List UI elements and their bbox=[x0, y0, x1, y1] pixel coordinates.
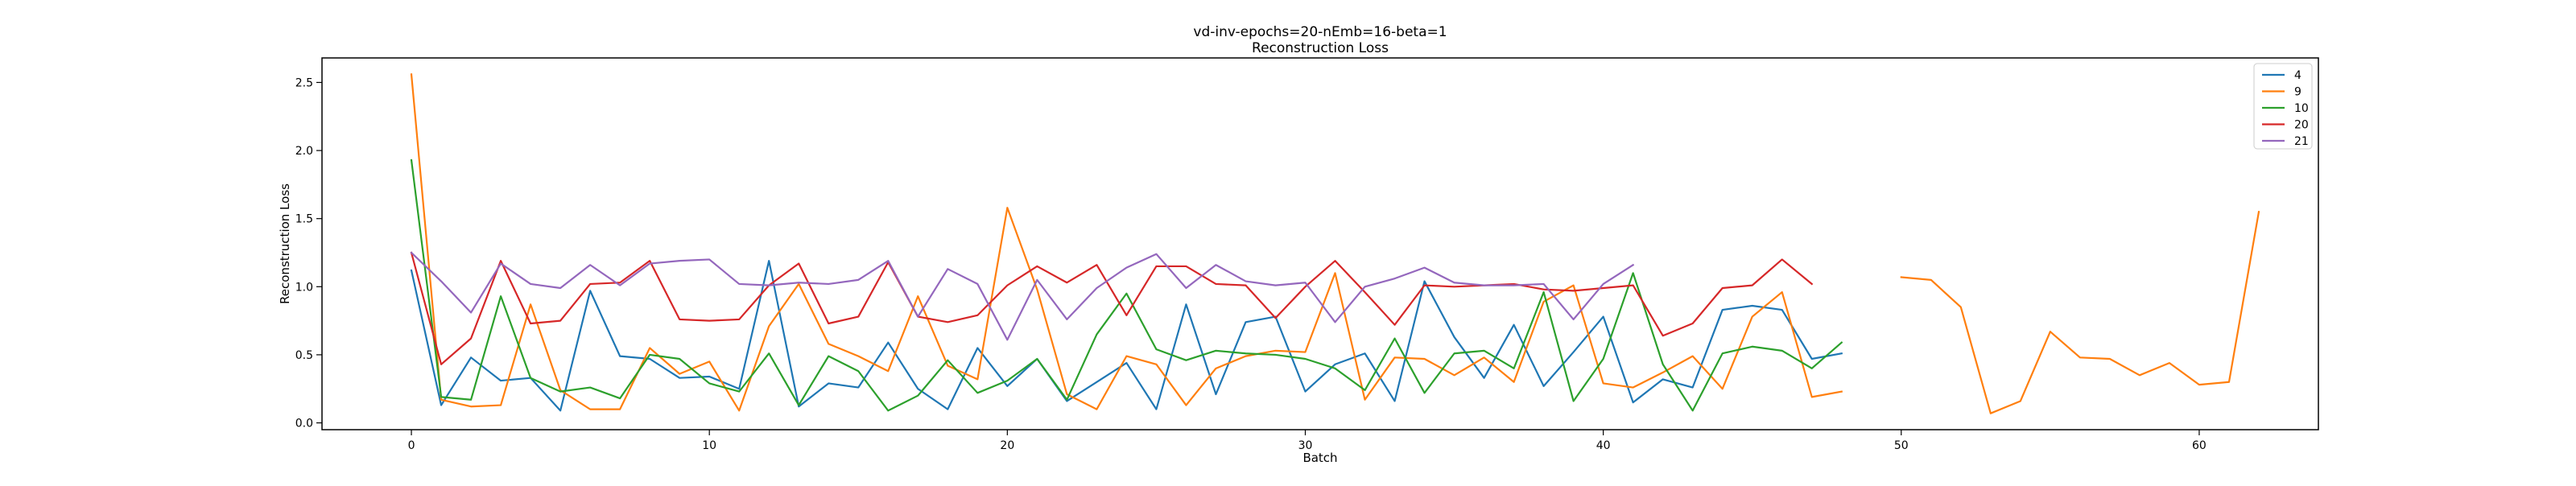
y-tick-label: 2.5 bbox=[295, 76, 313, 89]
series-line-10 bbox=[410, 159, 1843, 412]
series-line-20 bbox=[410, 251, 1814, 365]
legend: 4 9 10 20 21 bbox=[2253, 63, 2313, 150]
x-tick-label: 40 bbox=[1596, 439, 1611, 452]
x-tick-label: 10 bbox=[702, 439, 716, 452]
legend-label-10: 10 bbox=[2294, 102, 2309, 115]
series-line-4 bbox=[410, 260, 1843, 412]
x-tick-label: 50 bbox=[1894, 439, 1909, 452]
legend-label-20: 20 bbox=[2294, 119, 2309, 132]
x-tick-label: 30 bbox=[1298, 439, 1313, 452]
x-tick-label: 60 bbox=[2192, 439, 2207, 452]
x-axis-ticks: 0 10 20 30 40 50 60 bbox=[408, 430, 2207, 452]
legend-label-4: 4 bbox=[2294, 69, 2301, 82]
y-tick-label: 0.0 bbox=[295, 418, 313, 430]
y-tick-label: 2.0 bbox=[295, 145, 313, 158]
chart-title: vd-inv-epochs=20-nEmb=16-beta=1 bbox=[1193, 24, 1447, 40]
series-line-21 bbox=[410, 251, 1635, 341]
y-axis-ticks: 0.0 0.5 1.0 1.5 2.0 2.5 bbox=[295, 76, 322, 430]
x-tick-label: 0 bbox=[408, 439, 415, 452]
legend-box bbox=[2253, 63, 2313, 150]
x-axis-label: Batch bbox=[1302, 451, 1337, 465]
legend-label-21: 21 bbox=[2294, 135, 2309, 148]
series-line-9 bbox=[410, 73, 2260, 414]
y-tick-label: 1.0 bbox=[295, 281, 313, 294]
y-tick-label: 0.5 bbox=[295, 349, 313, 362]
plot-area-frame bbox=[321, 57, 2319, 430]
y-tick-label: 1.5 bbox=[295, 213, 313, 226]
chart-subtitle: Reconstruction Loss bbox=[1252, 40, 1389, 56]
series-layer bbox=[410, 73, 2260, 414]
x-tick-label: 20 bbox=[1000, 439, 1014, 452]
legend-label-9: 9 bbox=[2294, 86, 2301, 99]
y-axis-label: Reconstruction Loss bbox=[278, 183, 292, 304]
